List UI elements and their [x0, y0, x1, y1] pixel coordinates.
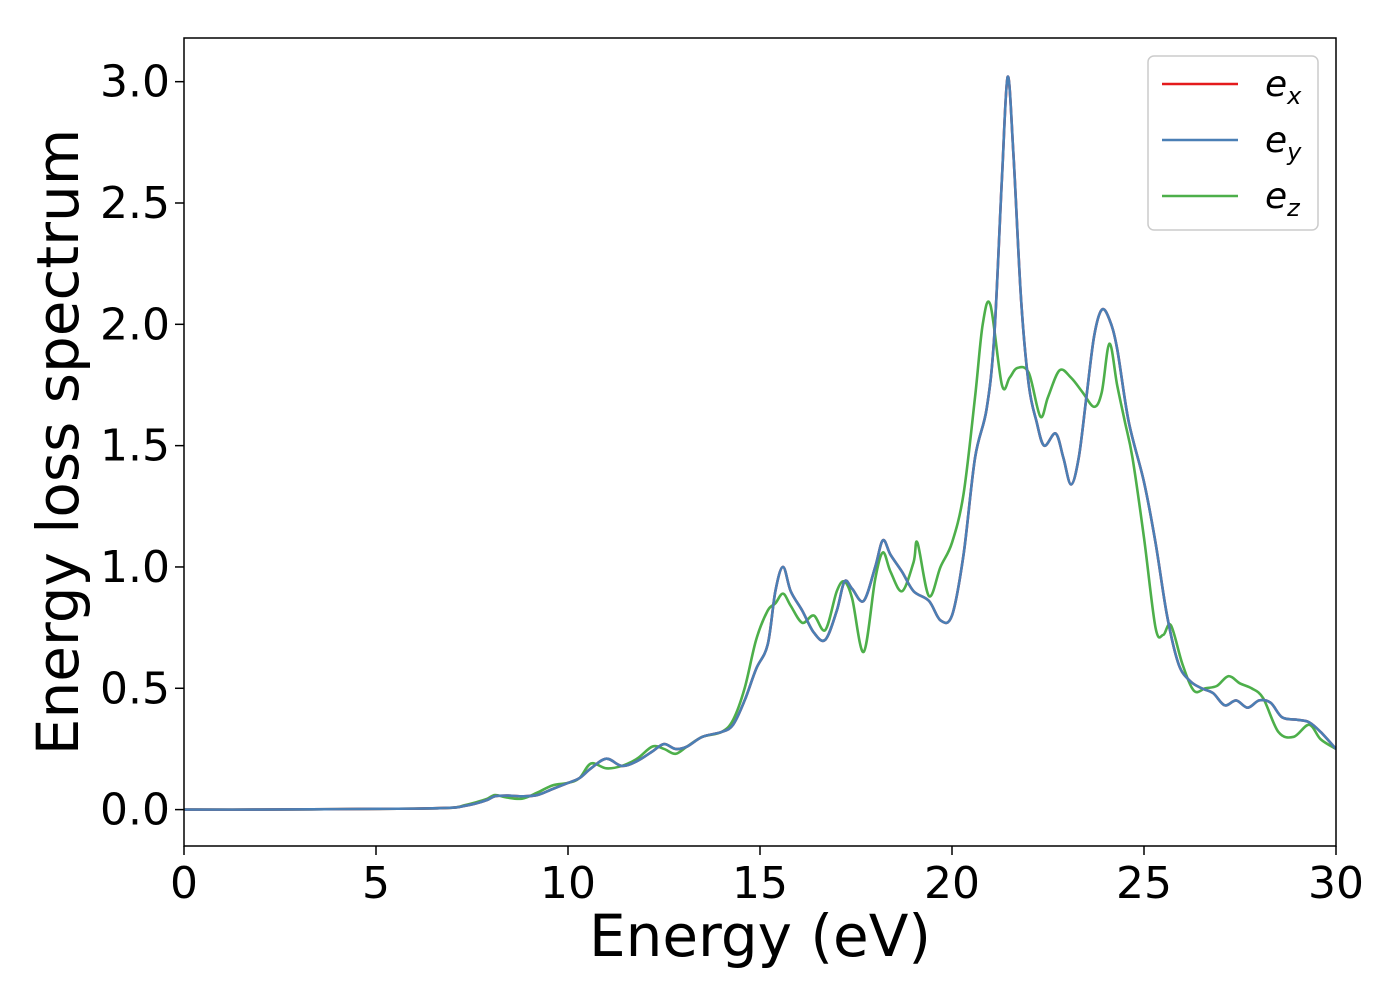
series-line-ey: [184, 75, 1336, 811]
y-tick-label: 0.0: [100, 785, 170, 836]
series-line-ez: [184, 300, 1336, 811]
x-tick-label: 30: [1308, 858, 1364, 909]
y-tick-label: 0.5: [100, 663, 170, 714]
legend-label-ex: ex: [1265, 64, 1302, 110]
y-tick-label: 1.0: [100, 542, 170, 593]
legend-box: [1147, 55, 1319, 231]
legend: ex ey ez: [1147, 55, 1319, 231]
y-tick-label: 1.5: [100, 421, 170, 472]
x-tick-label: 0: [170, 858, 198, 909]
x-tick-label: 15: [732, 858, 788, 909]
x-tick-label: 25: [1116, 858, 1172, 909]
y-axis-label: Energy loss spectrum: [24, 129, 92, 755]
x-tick-label: 5: [362, 858, 390, 909]
x-tick-label: 20: [924, 858, 980, 909]
x-axis-label: Energy (eV): [589, 902, 931, 970]
legend-label-ey: ey: [1265, 120, 1302, 166]
y-tick-label: 2.0: [100, 299, 170, 350]
y-tick-label: 2.5: [100, 178, 170, 229]
y-tick-label: 3.0: [100, 57, 170, 108]
x-tick-label: 10: [540, 858, 596, 909]
legend-label-ez: ez: [1265, 176, 1301, 222]
y-axis: 0.0 0.5 1.0 1.5 2.0 2.5 3.0: [100, 57, 184, 836]
x-axis: 0 5 10 15 20 25 30: [170, 846, 1364, 909]
plot-area: [184, 75, 1336, 811]
